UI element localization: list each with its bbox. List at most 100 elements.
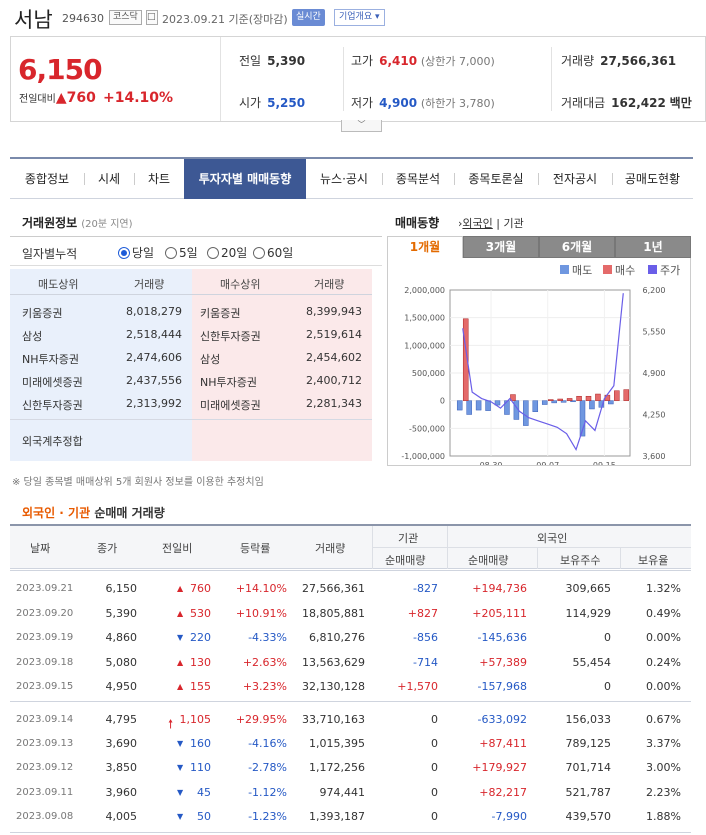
buy-broker[interactable]: NH투자증권 bbox=[200, 376, 257, 389]
tab-quote[interactable]: 시세 bbox=[84, 159, 134, 199]
sell-volume: 2,313,992 bbox=[126, 397, 182, 410]
row-rate: +2.63% bbox=[242, 655, 287, 669]
net-trade-row: 2023.09.20 5,390 ▲ 530 +10.91% 18,805,881 +827… bbox=[10, 602, 691, 626]
sell-bar bbox=[475, 400, 482, 411]
tab-e-disclosure[interactable]: 전자공시 bbox=[538, 159, 612, 199]
tab-analysis[interactable]: 종목분석 bbox=[382, 159, 454, 199]
tab-news[interactable]: 뉴스·공시 bbox=[320, 172, 368, 186]
down-triangle-icon: ▼ bbox=[177, 763, 184, 773]
tab-investor-trend[interactable]: 투자자별 매매동향 bbox=[184, 159, 306, 199]
row-foreign-hold: 439,570 bbox=[565, 809, 612, 823]
sell-broker[interactable]: 미래에셋증권 bbox=[22, 376, 83, 389]
change-percent: +14.10% bbox=[103, 90, 174, 106]
buy-broker[interactable]: 삼성 bbox=[200, 353, 221, 366]
row-foreign-ratio: 1.88% bbox=[646, 809, 681, 823]
volume: 거래량 27,566,361 bbox=[561, 54, 677, 68]
sell-bar bbox=[560, 400, 567, 403]
tab-chart[interactable]: 차트 bbox=[134, 159, 184, 199]
trader-row: 삼성 2,518,444 신한투자증권 2,519,614 bbox=[10, 324, 372, 347]
row-foreign-ratio: 0.00% bbox=[646, 631, 681, 644]
trade-amount: 거래대금 162,422 백만 bbox=[561, 96, 692, 110]
up-triangle-icon: ▲ bbox=[177, 608, 184, 618]
buy-volume: 2,519,614 bbox=[306, 328, 362, 341]
tab-short-selling[interactable]: 공매도현황 bbox=[612, 159, 693, 199]
radio-today[interactable]: 당일 bbox=[118, 244, 154, 261]
stock-header: 서남 294630 코스닥 □ 2023.09.21 기준(장마감) 실시간 기… bbox=[0, 0, 706, 36]
row-foreign-ratio: 1.32% bbox=[646, 582, 681, 595]
row-rate: +3.23% bbox=[242, 680, 287, 693]
row-foreign-hold: 114,929 bbox=[565, 606, 612, 620]
row-volume: 1,015,395 bbox=[309, 737, 365, 751]
row-foreign-hold: 309,665 bbox=[565, 582, 612, 595]
row-inst-net: +1,570 bbox=[397, 680, 438, 693]
buy-column-bg bbox=[192, 269, 372, 461]
row-inst-net: 0 bbox=[431, 737, 438, 751]
sell-broker[interactable]: 키움증권 bbox=[22, 307, 63, 320]
realtime-button[interactable]: 실시간 bbox=[292, 9, 325, 26]
stock-name: 서남 bbox=[14, 8, 53, 32]
radio-20d[interactable]: 20일 bbox=[207, 244, 247, 261]
chart-tab-1m[interactable]: 1개월 bbox=[387, 236, 463, 258]
sell-bar bbox=[608, 400, 614, 405]
row-foreign-hold: 521,787 bbox=[565, 785, 612, 799]
row-date: 2023.09.15 bbox=[16, 681, 74, 692]
foreign-total-row: 외국계추정합 bbox=[10, 419, 372, 461]
sell-volume: 8,018,279 bbox=[126, 305, 182, 318]
sell-bar bbox=[532, 400, 539, 412]
sell-broker[interactable]: 신한투자증권 bbox=[22, 399, 83, 412]
y-left-tick: 2,000,000 bbox=[404, 286, 445, 295]
row-date: 2023.09.12 bbox=[16, 762, 74, 774]
document-icon[interactable]: □ bbox=[146, 10, 158, 25]
sell-broker[interactable]: NH투자증권 bbox=[22, 353, 79, 366]
row-date: 2023.09.21 bbox=[16, 583, 74, 594]
price-summary: 6,150 전일대비▲760 +14.10% 전일 5,390 시가 5,250 고… bbox=[10, 36, 706, 122]
row-date: 2023.09.18 bbox=[16, 656, 74, 668]
divider bbox=[10, 570, 691, 571]
sell-broker[interactable]: 삼성 bbox=[22, 330, 43, 343]
radio-60d[interactable]: 60일 bbox=[253, 244, 293, 261]
row-rate: -4.33% bbox=[248, 631, 287, 644]
buy-broker[interactable]: 신한투자증권 bbox=[200, 330, 261, 343]
row-diff: 110 bbox=[190, 761, 211, 775]
row-volume: 27,566,361 bbox=[302, 582, 365, 595]
y-right-tick: 3,600 bbox=[643, 452, 666, 461]
sell-bar bbox=[456, 400, 463, 411]
down-triangle-icon: ▼ bbox=[177, 739, 184, 749]
company-info-dropdown[interactable]: 기업개요 ▾ bbox=[334, 9, 385, 26]
row-foreign-hold: 156,033 bbox=[565, 713, 612, 726]
trader-table: 매도상위 거래량 매수상위 거래량 키움증권 8,018,279 키움증권 8,399… bbox=[10, 269, 372, 461]
y-right-tick: 6,200 bbox=[643, 286, 666, 295]
net-trade-row: 2023.09.21 6,150 ▲ 760 +14.10% 27,566,361 -827… bbox=[10, 577, 691, 601]
tab-discussion[interactable]: 종목토론실 bbox=[454, 159, 538, 199]
chevron-down-icon: ﹀ bbox=[357, 120, 366, 129]
chart-tab-1y[interactable]: 1년 bbox=[615, 236, 691, 258]
row-close: 5,080 bbox=[105, 655, 138, 669]
buy-bar bbox=[585, 395, 592, 401]
row-volume: 1,393,187 bbox=[309, 809, 365, 823]
sell-bar bbox=[466, 400, 472, 415]
chart-period-tabs: 1개월 3개월 6개월 1년 bbox=[387, 236, 691, 258]
buy-bar bbox=[623, 389, 630, 401]
buy-broker[interactable]: 키움증권 bbox=[200, 307, 241, 320]
sell-bar bbox=[504, 400, 510, 415]
expand-toggle[interactable]: ﹀ bbox=[341, 120, 382, 132]
high-price: 고가 6,410 (상한가 7,000) bbox=[351, 54, 495, 68]
link-institution[interactable]: 기관 bbox=[503, 217, 524, 230]
trader-row: NH투자증권 2,474,606 삼성 2,454,602 bbox=[10, 347, 372, 370]
trader-row: 미래에셋증권 2,437,556 NH투자증권 2,400,712 bbox=[10, 370, 372, 393]
chart-tab-3m[interactable]: 3개월 bbox=[463, 236, 539, 258]
legend-swatch bbox=[560, 265, 569, 274]
tab-summary[interactable]: 종합정보 bbox=[24, 172, 70, 186]
buy-broker[interactable]: 미래에셋증권 bbox=[200, 399, 261, 412]
radio-5d[interactable]: 5일 bbox=[165, 244, 198, 261]
row-inst-net: -827 bbox=[413, 582, 438, 595]
row-diff: 50 bbox=[197, 809, 211, 823]
legend-label: 주가 bbox=[660, 264, 680, 277]
buy-bar bbox=[510, 394, 516, 401]
chart-tab-6m[interactable]: 6개월 bbox=[539, 236, 615, 258]
sell-volume: 2,518,444 bbox=[126, 328, 182, 341]
divider bbox=[551, 47, 552, 111]
row-foreign-hold: 55,454 bbox=[572, 655, 612, 669]
row-inst-net: 0 bbox=[431, 713, 438, 726]
link-foreign[interactable]: 외국인 bbox=[462, 217, 493, 230]
